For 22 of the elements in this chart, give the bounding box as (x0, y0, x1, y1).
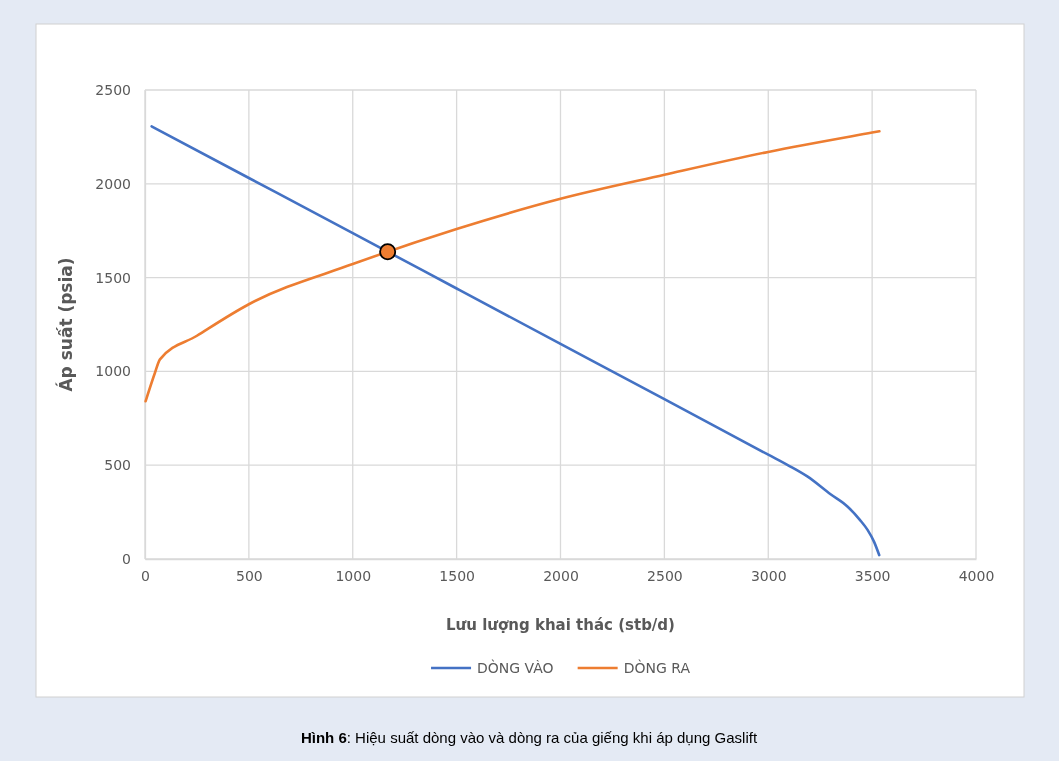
legend-label: DÒNG VÀO (477, 659, 554, 676)
x-tick-label: 4000 (958, 567, 995, 584)
y-tick-label: 0 (122, 550, 131, 567)
text: Hình 6: Hiệu suất dòng vào và dòng ra của giếng khi áp dụng Gaslift (300, 729, 758, 746)
x-axis-title: Lưu lượng khai thác (stb/d) (446, 616, 675, 634)
line-series (144, 129, 881, 403)
y-tick-label: 2000 (95, 175, 131, 192)
x-tick-label: 3000 (750, 567, 787, 584)
x-tick-label: 2000 (543, 567, 579, 584)
x-tick-label: 0 (141, 567, 150, 584)
y-axis-title: Áp suất (psia) (55, 257, 76, 392)
y-tick-label: 1000 (95, 363, 131, 380)
legend-label: DÒNG RA (623, 659, 691, 676)
x-tick-label: 500 (236, 567, 263, 584)
x-tick-label: 2500 (647, 567, 683, 584)
line-series (150, 125, 881, 557)
x-tick-label: 1000 (335, 567, 372, 584)
x-tick-label: 3500 (854, 567, 891, 584)
y-tick-label: 2500 (95, 81, 131, 98)
x-tick-label: 1500 (439, 567, 475, 584)
y-tick-label: 1500 (95, 269, 131, 286)
y-tick-label: 500 (104, 457, 131, 474)
